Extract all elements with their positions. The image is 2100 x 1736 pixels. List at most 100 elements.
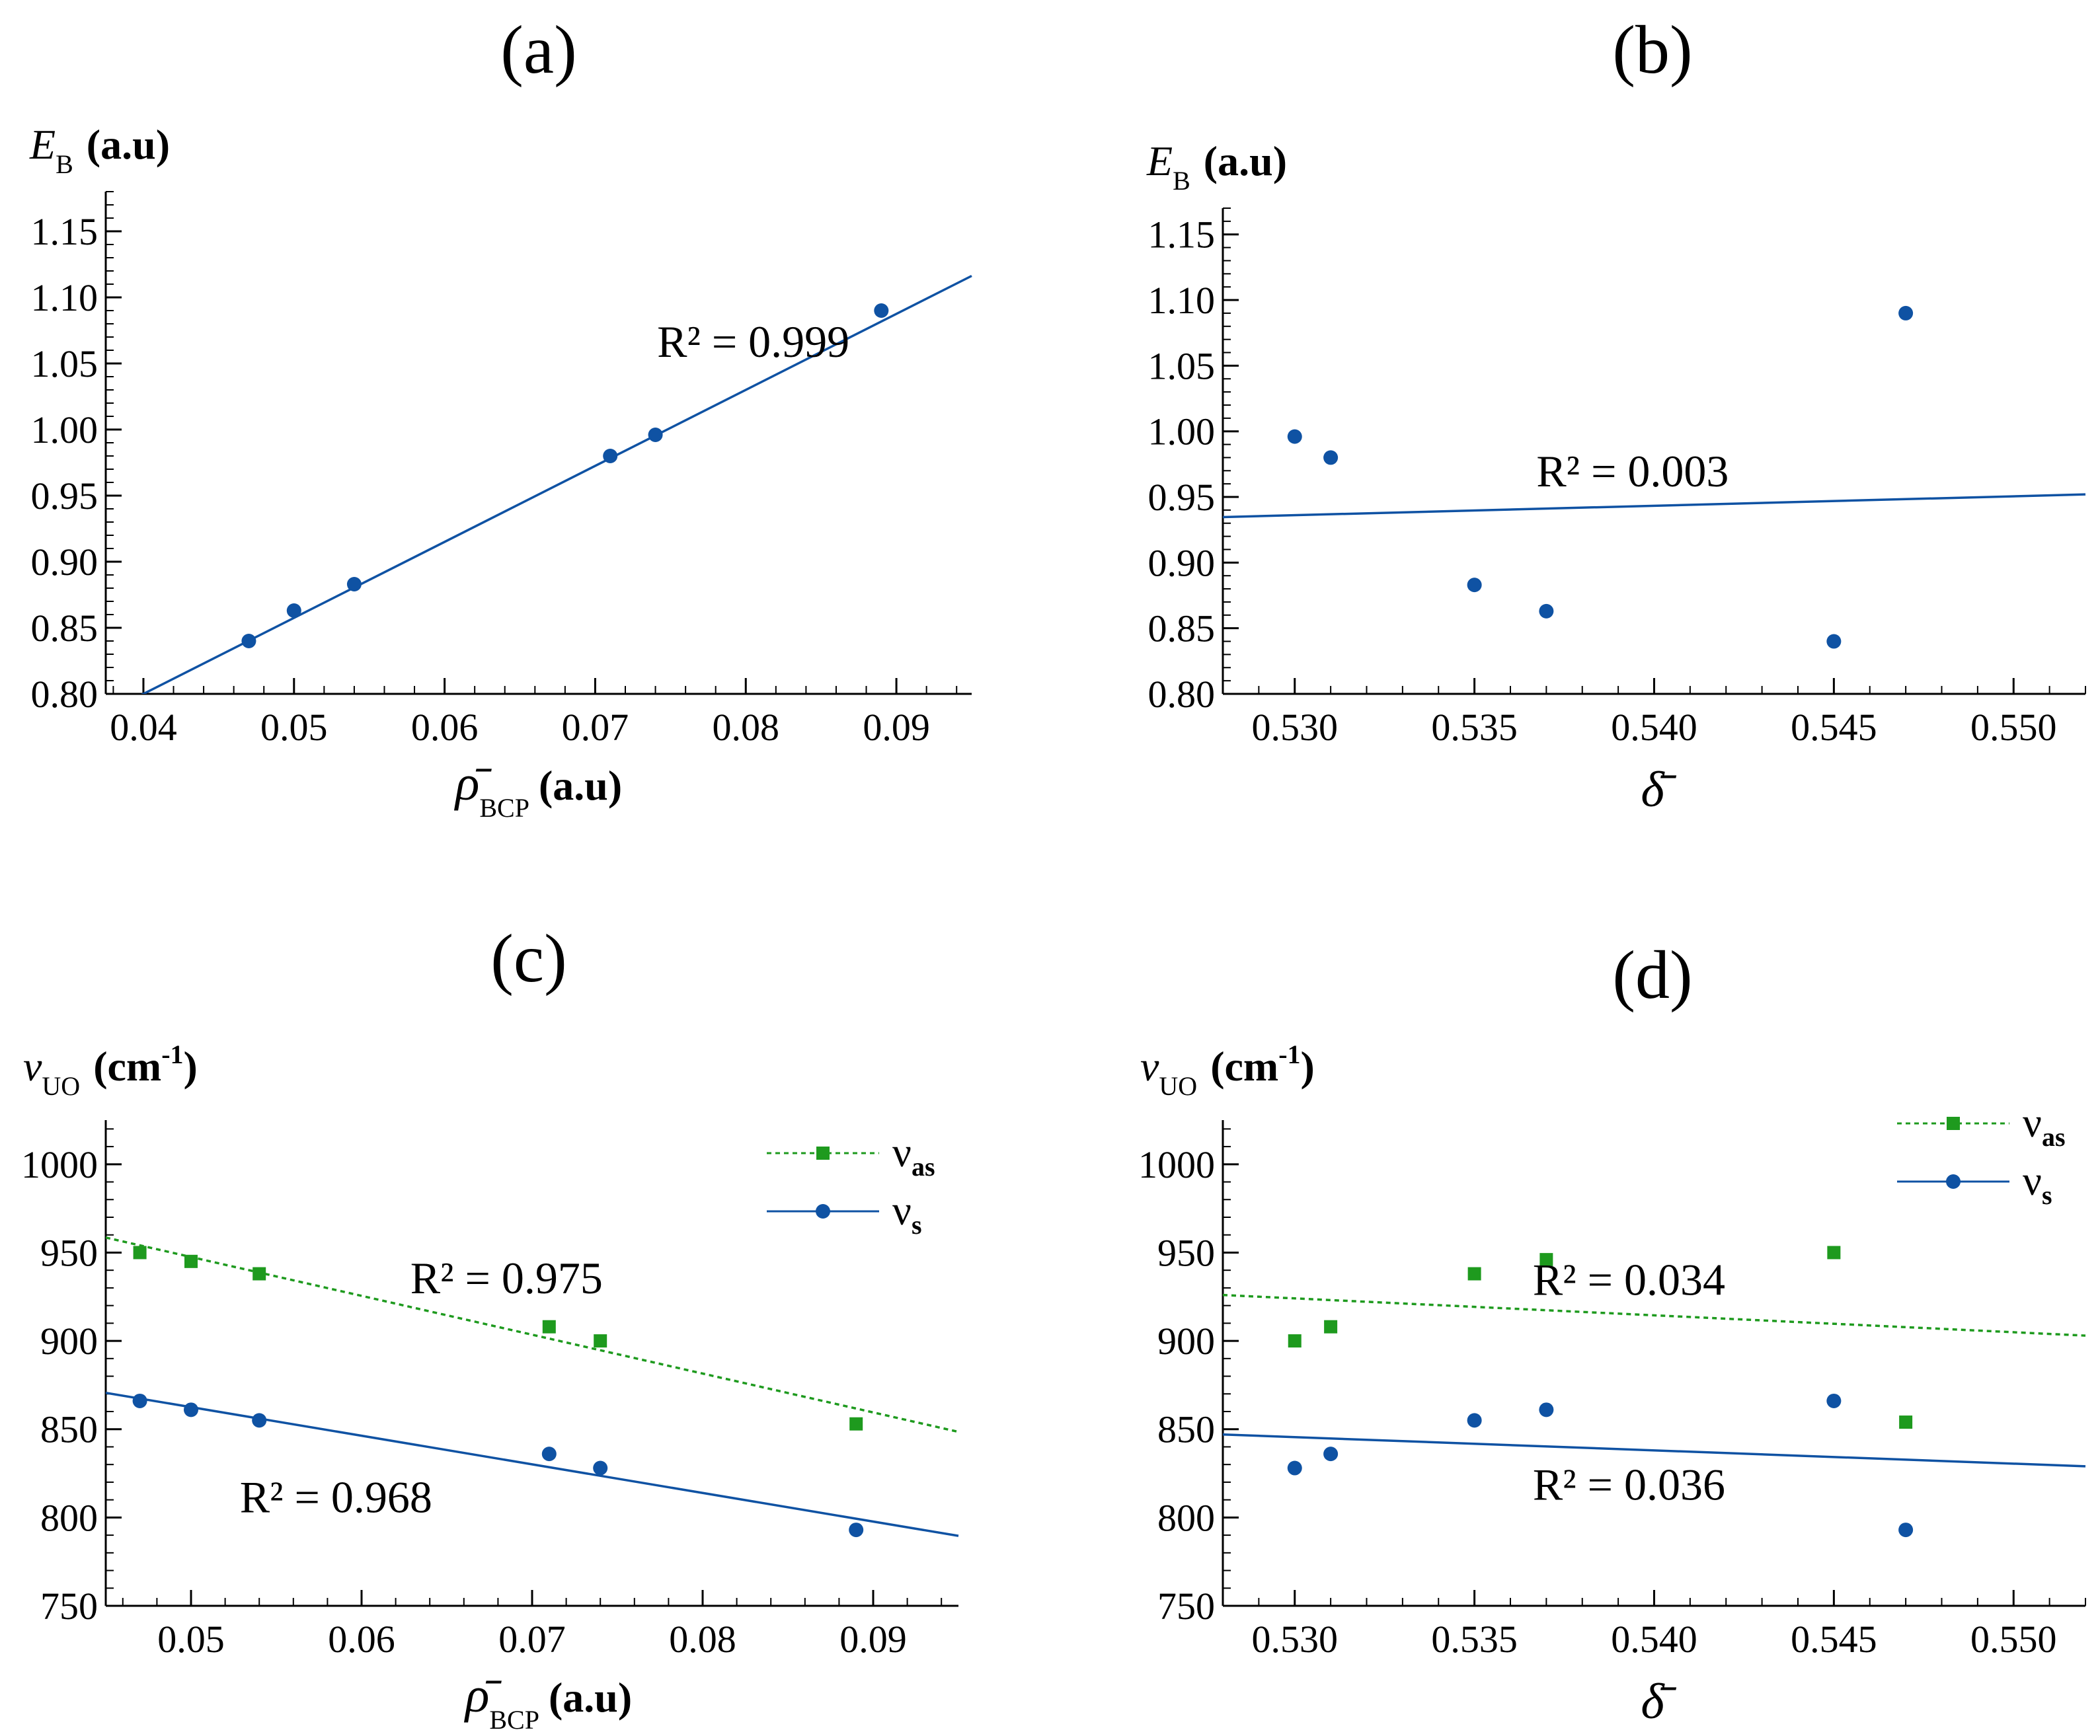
x-axis-label: ρ̄BCP (a.u)	[464, 1667, 632, 1735]
fit-line-ν_s	[106, 1391, 959, 1537]
x-axis-label: ρ̄BCP (a.u)	[454, 755, 622, 823]
x-axis-label: δ̄	[1641, 1674, 1676, 1729]
data-point-E_B	[346, 577, 362, 591]
x-tick-label: 0.550	[1970, 706, 2057, 749]
y-axis-label: EB (a.u)	[1146, 137, 1287, 196]
legend-marker-ν_s	[1946, 1174, 1961, 1189]
y-tick-label: 850	[40, 1408, 98, 1451]
y-tick-label: 750	[40, 1585, 98, 1628]
legend-subscript: as	[2042, 1122, 2066, 1152]
x-tick-label: 0.540	[1611, 706, 1697, 749]
y-tick-label: 800	[40, 1496, 98, 1539]
y-axis-unit: (cm	[93, 1043, 161, 1090]
x-tick-label: 0.08	[713, 706, 780, 749]
r2-label-ν_as: R² = 0.975	[410, 1253, 603, 1303]
y-axis-subscript: UO	[1159, 1071, 1197, 1101]
x-tick-label: 0.545	[1791, 1618, 1877, 1661]
fit-line-ν_s	[1223, 1433, 2086, 1468]
x-tick-label: 0.05	[157, 1618, 225, 1661]
x-axis-unit: (a.u)	[539, 762, 622, 809]
panel-d: (d) 750 800 850 900 950 1000 0.530 0.535 0.540 0.5…	[1138, 937, 2086, 1729]
y-tick-label: 1.15	[1148, 213, 1216, 256]
data-point-E_B	[603, 449, 618, 463]
data-point-ν_s	[1323, 1447, 1339, 1462]
y-tick-label: 900	[40, 1320, 98, 1363]
panel-title-a: (a)	[500, 12, 576, 88]
y-tick-label: 1000	[1138, 1143, 1215, 1186]
x-axis-symbol: δ̄	[1641, 1674, 1676, 1729]
r2-label-ν_s: R² = 0.036	[1533, 1460, 1725, 1510]
legend-label-ν_as: νas	[892, 1129, 935, 1182]
legend-symbol: ν	[2023, 1099, 2042, 1146]
y-axis-subscript: B	[56, 149, 73, 179]
legend-label-ν_s: νs	[892, 1187, 922, 1240]
data-point-ν_s	[1287, 1460, 1302, 1476]
fit-line-E_B	[1223, 493, 2086, 519]
x-axis-unit: (a.u)	[549, 1674, 632, 1721]
y-axis-unit: (a.u)	[1204, 137, 1287, 184]
y-axis-unit-sup: -1	[161, 1039, 183, 1069]
data-point-E_B	[1323, 450, 1339, 465]
fit-line-ν_as	[1223, 1293, 2086, 1337]
data-point-ν_as	[253, 1267, 266, 1281]
x-tick-label: 0.530	[1252, 1618, 1339, 1661]
legend-label-ν_as: νas	[2023, 1099, 2066, 1152]
y-tick-label: 1.15	[31, 210, 98, 253]
y-axis-unit: (cm	[1210, 1043, 1278, 1090]
data-point-E_B	[1826, 634, 1842, 649]
y-tick-label: 0.85	[1148, 607, 1216, 650]
y-axis-unit: (a.u)	[87, 121, 170, 168]
panel-b: (b) 0.80 0.85 0.90 0.95 1.00 1.05 1.10 1.15 0.530…	[1146, 12, 2086, 817]
data-point-E_B	[874, 303, 889, 318]
y-tick-label: 1.00	[31, 408, 98, 451]
legend-marker-ν_as	[1947, 1117, 1960, 1130]
data-point-ν_s	[1467, 1413, 1482, 1428]
x-tick-label: 0.07	[562, 706, 629, 749]
y-tick-label: 0.95	[31, 474, 98, 517]
data-point-ν_s	[541, 1447, 557, 1462]
data-point-ν_s	[849, 1523, 864, 1538]
y-axis-label: νUO (cm-1)	[23, 1039, 198, 1101]
y-axis-unit-end: )	[184, 1043, 198, 1090]
panel-a: (a) 0.80 0.85 0.90 0.95 1.00 1.05 1.10 1.15 0.04 0…	[29, 12, 972, 823]
y-axis-label: EB (a.u)	[29, 121, 170, 179]
panel-title-b: (b)	[1612, 12, 1692, 88]
data-point-E_B	[1539, 603, 1554, 619]
legend-marker-ν_s	[816, 1204, 830, 1219]
panel-title-c: (c)	[490, 921, 566, 997]
legend-label-ν_s: νs	[2023, 1157, 2052, 1210]
data-point-E_B	[241, 634, 256, 648]
r2-label-ν_s: R² = 0.968	[240, 1472, 432, 1522]
data-point-ν_as	[1827, 1246, 1841, 1260]
x-tick-label: 0.05	[260, 706, 328, 749]
y-axis-subscript: B	[1173, 166, 1190, 196]
x-axis-symbol: δ̄	[1641, 762, 1676, 817]
x-tick-label: 0.08	[669, 1618, 736, 1661]
y-tick-label: 1.05	[31, 342, 98, 385]
y-axis-unit-sup: -1	[1278, 1039, 1300, 1069]
legend-marker-ν_as	[816, 1147, 830, 1160]
y-tick-label: 900	[1157, 1320, 1215, 1363]
data-point-ν_s	[252, 1413, 267, 1428]
data-point-ν_s	[184, 1402, 198, 1417]
data-point-ν_as	[1539, 1253, 1553, 1267]
y-tick-label: 0.85	[31, 607, 98, 650]
data-point-ν_as	[1467, 1267, 1481, 1281]
x-tick-label: 0.07	[498, 1618, 566, 1661]
x-tick-label: 0.535	[1431, 706, 1518, 749]
r2-label-E_B: R² = 0.999	[657, 317, 849, 367]
y-axis-subscript: UO	[42, 1071, 80, 1101]
x-tick-label: 0.09	[839, 1618, 907, 1661]
data-point-ν_as	[1288, 1334, 1302, 1348]
data-point-ν_s	[593, 1460, 608, 1476]
data-point-ν_s	[1826, 1393, 1842, 1408]
x-tick-label: 0.06	[411, 706, 479, 749]
y-tick-label: 0.80	[31, 673, 98, 716]
y-tick-label: 950	[40, 1231, 98, 1274]
y-tick-label: 1000	[21, 1143, 98, 1186]
legend-symbol: ν	[892, 1187, 912, 1234]
y-tick-label: 800	[1157, 1496, 1215, 1539]
y-tick-label: 0.90	[31, 541, 98, 584]
data-point-ν_as	[594, 1334, 607, 1348]
